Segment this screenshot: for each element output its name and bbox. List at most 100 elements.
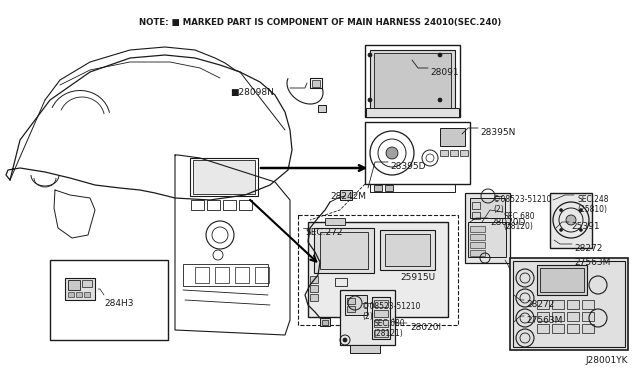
Bar — [440, 150, 448, 156]
Bar — [374, 310, 388, 317]
Bar — [310, 285, 318, 292]
Bar — [340, 290, 395, 345]
Bar — [537, 265, 587, 295]
Bar — [314, 228, 374, 273]
Bar — [318, 105, 326, 112]
Bar — [472, 202, 480, 209]
Bar — [567, 300, 579, 309]
Bar — [308, 222, 448, 317]
Text: 27563M: 27563M — [526, 316, 563, 325]
Bar — [470, 242, 485, 248]
Bar — [370, 50, 455, 112]
Bar — [347, 298, 355, 304]
Text: ■28098N: ■28098N — [230, 88, 274, 97]
Circle shape — [566, 215, 576, 225]
Bar — [191, 200, 204, 210]
Bar — [440, 128, 465, 146]
Bar — [310, 294, 318, 301]
Circle shape — [438, 53, 442, 57]
Text: ©08523-51210
(2): ©08523-51210 (2) — [362, 302, 420, 321]
Bar — [567, 324, 579, 333]
Circle shape — [368, 53, 372, 57]
Bar — [365, 45, 460, 117]
Bar — [582, 300, 594, 309]
Bar — [552, 312, 564, 321]
Bar — [239, 200, 252, 210]
Bar — [450, 150, 458, 156]
Bar — [374, 320, 388, 327]
Text: SEC.272: SEC.272 — [305, 228, 342, 237]
Circle shape — [559, 209, 563, 212]
Bar — [223, 200, 236, 210]
Bar — [347, 306, 355, 312]
Bar — [374, 185, 382, 191]
Bar — [513, 261, 625, 347]
Circle shape — [579, 228, 582, 231]
Bar — [465, 193, 510, 263]
Text: 25391: 25391 — [571, 222, 600, 231]
Bar — [380, 230, 435, 270]
Text: J28001YK: J28001YK — [586, 356, 628, 365]
Bar — [540, 268, 584, 292]
Bar — [468, 222, 506, 257]
Text: 25915U: 25915U — [400, 273, 435, 282]
Bar — [68, 280, 80, 290]
Circle shape — [368, 98, 372, 102]
Bar — [370, 184, 455, 192]
Bar — [552, 300, 564, 309]
Text: ©08523-51210
(2): ©08523-51210 (2) — [493, 195, 552, 214]
Bar — [470, 250, 485, 256]
Bar — [207, 200, 220, 210]
Bar — [312, 80, 320, 87]
Bar — [552, 324, 564, 333]
Text: 28020D: 28020D — [490, 218, 525, 227]
Text: NOTE: ■ MARKED PART IS COMPONENT OF MAIN HARNESS 24010(SEC.240): NOTE: ■ MARKED PART IS COMPONENT OF MAIN… — [139, 18, 501, 27]
Bar — [550, 193, 592, 248]
Bar — [335, 278, 347, 286]
Bar — [320, 232, 368, 269]
Bar — [472, 212, 480, 219]
Bar — [470, 198, 505, 218]
Bar — [350, 345, 380, 353]
Bar — [322, 320, 328, 325]
Bar — [320, 318, 330, 326]
Bar — [582, 312, 594, 321]
Circle shape — [559, 228, 563, 231]
Bar — [365, 122, 470, 184]
Bar — [510, 258, 628, 350]
Text: 28091: 28091 — [430, 68, 459, 77]
Circle shape — [343, 338, 347, 342]
Circle shape — [438, 98, 442, 102]
Text: 28272: 28272 — [574, 244, 602, 253]
Bar — [76, 292, 82, 297]
Bar — [537, 324, 549, 333]
Bar — [193, 160, 255, 194]
Text: 284H3: 284H3 — [104, 299, 134, 308]
Bar — [298, 215, 458, 325]
Bar — [183, 264, 268, 286]
Text: 28395N: 28395N — [480, 128, 515, 137]
Bar — [470, 226, 485, 232]
Circle shape — [386, 147, 398, 159]
Circle shape — [579, 209, 582, 212]
Bar — [65, 278, 95, 300]
Bar — [310, 276, 318, 283]
Text: 28395D: 28395D — [390, 162, 426, 171]
Bar — [68, 292, 74, 297]
Text: SEC.680
(28121): SEC.680 (28121) — [373, 319, 404, 339]
Text: 27563M: 27563M — [574, 258, 611, 267]
Bar — [310, 78, 322, 88]
Bar — [366, 108, 459, 117]
Bar — [84, 292, 90, 297]
Bar — [195, 267, 209, 283]
Bar — [470, 234, 485, 240]
Text: 28020I: 28020I — [410, 323, 441, 332]
Bar — [374, 300, 388, 307]
Text: 28242M: 28242M — [330, 192, 366, 201]
Bar — [255, 267, 269, 283]
Bar — [537, 312, 549, 321]
Bar — [582, 324, 594, 333]
Bar — [325, 218, 345, 225]
Bar — [460, 150, 468, 156]
Bar — [82, 280, 92, 287]
